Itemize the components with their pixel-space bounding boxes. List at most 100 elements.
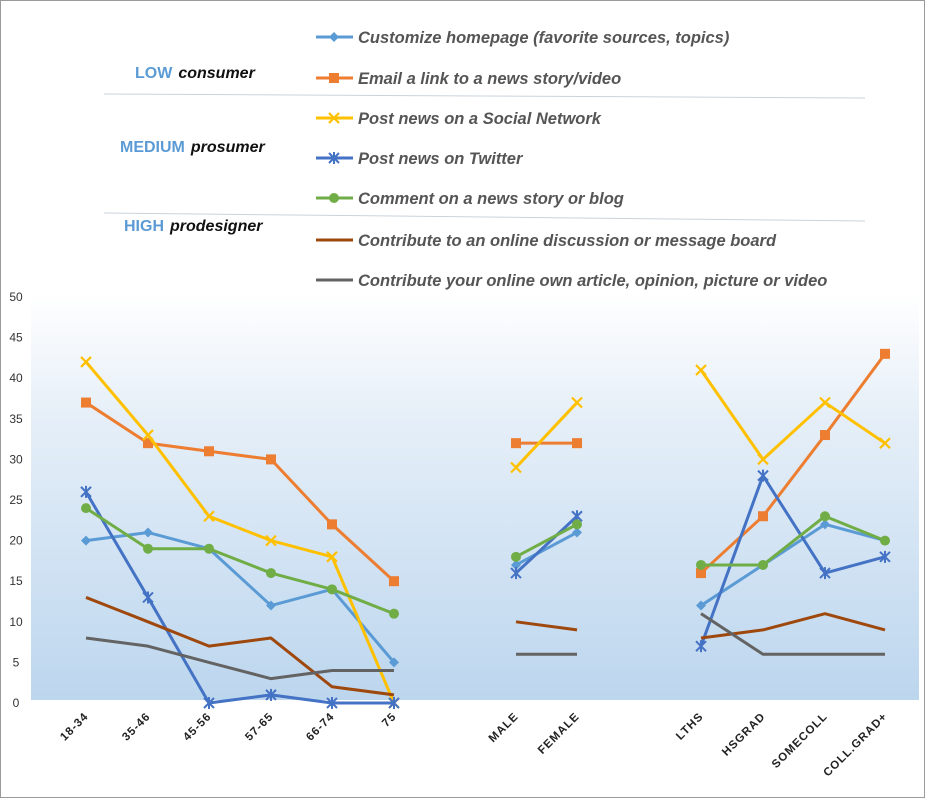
series-line-segment	[699, 352, 887, 575]
data-point	[696, 600, 706, 611]
y-tick-label: 5	[13, 655, 20, 669]
tier-medium: MEDIUM prosumer	[120, 139, 265, 156]
data-point	[265, 534, 277, 547]
legend-label: Post news on a Social Network	[358, 110, 602, 128]
x-tick-label-66-74: 66-74	[304, 711, 337, 744]
data-point	[819, 567, 831, 580]
legend-label: Contribute to an online discussion or me…	[358, 232, 777, 250]
data-point	[757, 453, 769, 466]
data-point	[143, 527, 153, 538]
data-point	[389, 576, 399, 587]
x-axis: 18-34 35-46 45-56 57-65 66-74 75 MALE FEMALE LTH…	[58, 711, 890, 780]
tier-role: prosumer	[190, 139, 266, 156]
x-tick-label-lths: LTHS	[674, 711, 706, 743]
data-point	[819, 396, 831, 409]
data-point	[880, 348, 890, 359]
series-line-segment	[85, 636, 394, 681]
legend-item-contribute-to-an-online-discussion-or-message-board: Contribute to an online discussion or me…	[316, 232, 777, 250]
y-tick-label: 35	[9, 412, 23, 426]
series-comment-on-a-news-story-or-blog	[81, 503, 890, 619]
series-layer	[80, 348, 891, 709]
data-point	[696, 568, 706, 579]
x-tick-label-male: MALE	[487, 711, 521, 745]
y-tick-label: 50	[9, 290, 23, 304]
y-tick-label: 40	[9, 371, 23, 385]
legend-item-customize-homepage-favorite-sources-topics: Customize homepage (favorite sources, to…	[316, 29, 730, 47]
y-tick-label: 25	[9, 493, 23, 507]
tier-level: LOW	[135, 65, 173, 82]
data-point	[757, 469, 769, 482]
data-point	[389, 608, 399, 619]
legend-item-email-a-link-to-a-news-story-video: Email a link to a news story/video	[316, 70, 621, 88]
data-point	[80, 356, 92, 368]
data-point	[572, 438, 582, 449]
x-tick-label-35-46: 35-46	[120, 711, 153, 744]
series-post-news-on-twitter	[80, 469, 891, 709]
series-post-news-on-a-social-network	[80, 356, 891, 709]
tier-role: consumer	[178, 65, 255, 82]
data-point	[204, 543, 214, 554]
data-point	[81, 503, 91, 514]
y-axis: 0 5 10 15 20 25 30 35 40 45 50	[9, 290, 23, 710]
series-line-segment	[85, 596, 395, 697]
series-line-segment	[514, 401, 579, 469]
series-line-segment	[85, 530, 396, 664]
data-point	[327, 519, 337, 530]
tier-text: LOW consumer	[135, 65, 256, 82]
data-point	[695, 640, 707, 653]
data-point	[879, 550, 891, 563]
data-point	[879, 437, 891, 449]
data-point	[266, 568, 276, 579]
y-tick-label: 45	[9, 331, 23, 345]
data-point	[572, 519, 582, 530]
tier-text: MEDIUM prosumer	[120, 139, 265, 156]
series-line-segment	[85, 506, 395, 616]
y-tick-label: 30	[9, 452, 23, 466]
legend-label: Comment on a news story or blog	[358, 190, 624, 208]
data-point	[326, 551, 338, 563]
x-tick-label-18-34: 18-34	[58, 711, 91, 744]
data-point	[326, 697, 338, 709]
legend-marker	[328, 152, 340, 164]
tier-labels: LOW consumer MEDIUM prosumer HIGH prodesigner	[120, 65, 265, 235]
data-point	[389, 657, 399, 668]
legend-label: Post news on Twitter	[358, 150, 524, 168]
data-point	[571, 396, 583, 409]
tier-level: MEDIUM	[120, 139, 185, 156]
y-tick-label: 20	[9, 534, 23, 548]
y-tick-label: 0	[13, 696, 20, 710]
data-point	[203, 510, 215, 523]
data-point	[511, 551, 521, 562]
legend-item-post-news-on-twitter: Post news on Twitter	[316, 150, 524, 168]
data-point	[820, 519, 830, 530]
legend: Customize homepage (favorite sources, to…	[103, 29, 866, 290]
data-point	[880, 535, 890, 546]
tier-divider	[103, 93, 866, 99]
series-line-segment	[701, 514, 886, 567]
y-tick-label: 10	[9, 615, 23, 629]
series-email-a-link-to-a-news-story-video	[81, 348, 890, 587]
data-point	[696, 559, 706, 570]
series-line-segment	[515, 531, 578, 567]
data-point	[265, 688, 277, 701]
series-contribute-your-online-own-article-opinion-picture-or-video	[85, 612, 885, 681]
x-tick-label-45-56: 45-56	[181, 711, 214, 744]
tier-text: HIGH prodesigner	[124, 218, 263, 235]
data-point	[510, 567, 522, 580]
x-tick-label-female: FEMALE	[536, 711, 582, 757]
legend-item-contribute-your-online-own-article-opinion-picture-or-video: Contribute your online own article, opin…	[316, 272, 827, 290]
data-point	[81, 397, 91, 408]
series-line-segment	[514, 515, 579, 575]
series-line-segment	[515, 620, 578, 632]
legend-label: Email a link to a news story/video	[358, 70, 621, 88]
data-point	[266, 454, 276, 465]
data-point	[204, 446, 214, 457]
x-tick-label-75: 75	[380, 711, 399, 730]
legend-item-post-news-on-a-social-network: Post news on a Social Network	[316, 110, 602, 128]
legend-marker	[328, 112, 340, 124]
series-line-segment	[85, 401, 396, 583]
legend-label: Contribute your online own article, opin…	[358, 272, 827, 290]
legend-marker	[329, 193, 339, 203]
